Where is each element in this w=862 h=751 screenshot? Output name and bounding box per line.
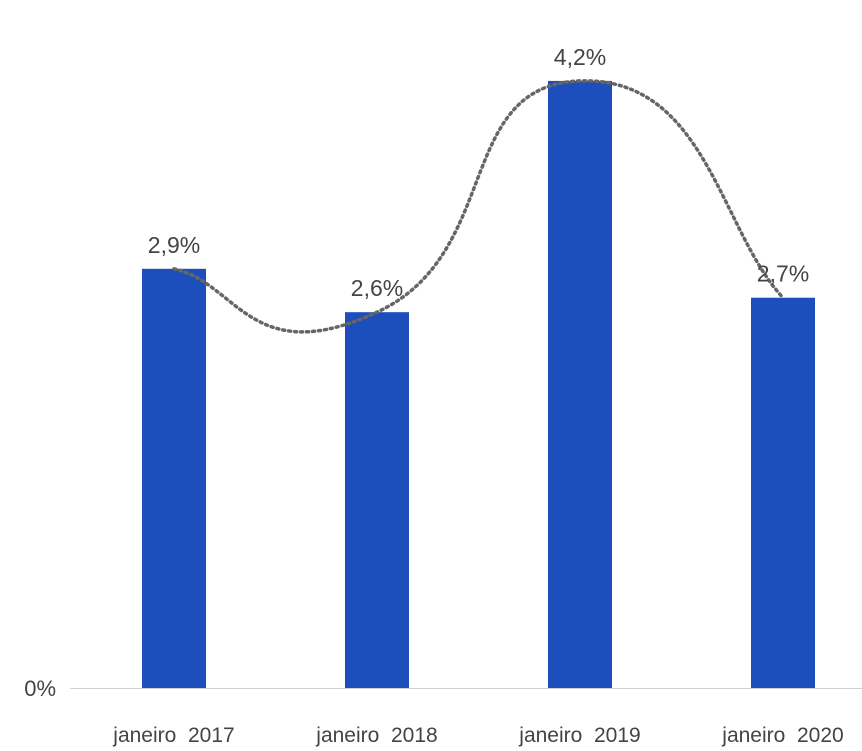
data-labels-group: 2,9% 2,6% 4,2% 2,7% xyxy=(148,44,809,301)
data-label-2: 2,6% xyxy=(351,275,403,301)
data-label-4: 2,7% xyxy=(757,261,809,287)
y-tick-label-zero: 0% xyxy=(24,676,56,701)
category-label-1: janeiro 2017 xyxy=(112,724,234,747)
data-label-3: 4,2% xyxy=(554,44,606,70)
category-labels-group: janeiro 2017 janeiro 2018 janeiro 2019 jane… xyxy=(112,724,843,747)
data-label-1: 2,9% xyxy=(148,232,200,258)
category-label-2: janeiro 2018 xyxy=(315,724,437,747)
category-label-4: janeiro 2020 xyxy=(721,724,843,747)
bar-3 xyxy=(548,80,612,689)
bar-1 xyxy=(142,268,206,688)
bar-2 xyxy=(345,312,409,688)
bar-4 xyxy=(751,297,815,688)
trend-curve xyxy=(172,79,785,334)
category-label-3: janeiro 2019 xyxy=(518,724,640,747)
bars-group xyxy=(142,80,815,689)
